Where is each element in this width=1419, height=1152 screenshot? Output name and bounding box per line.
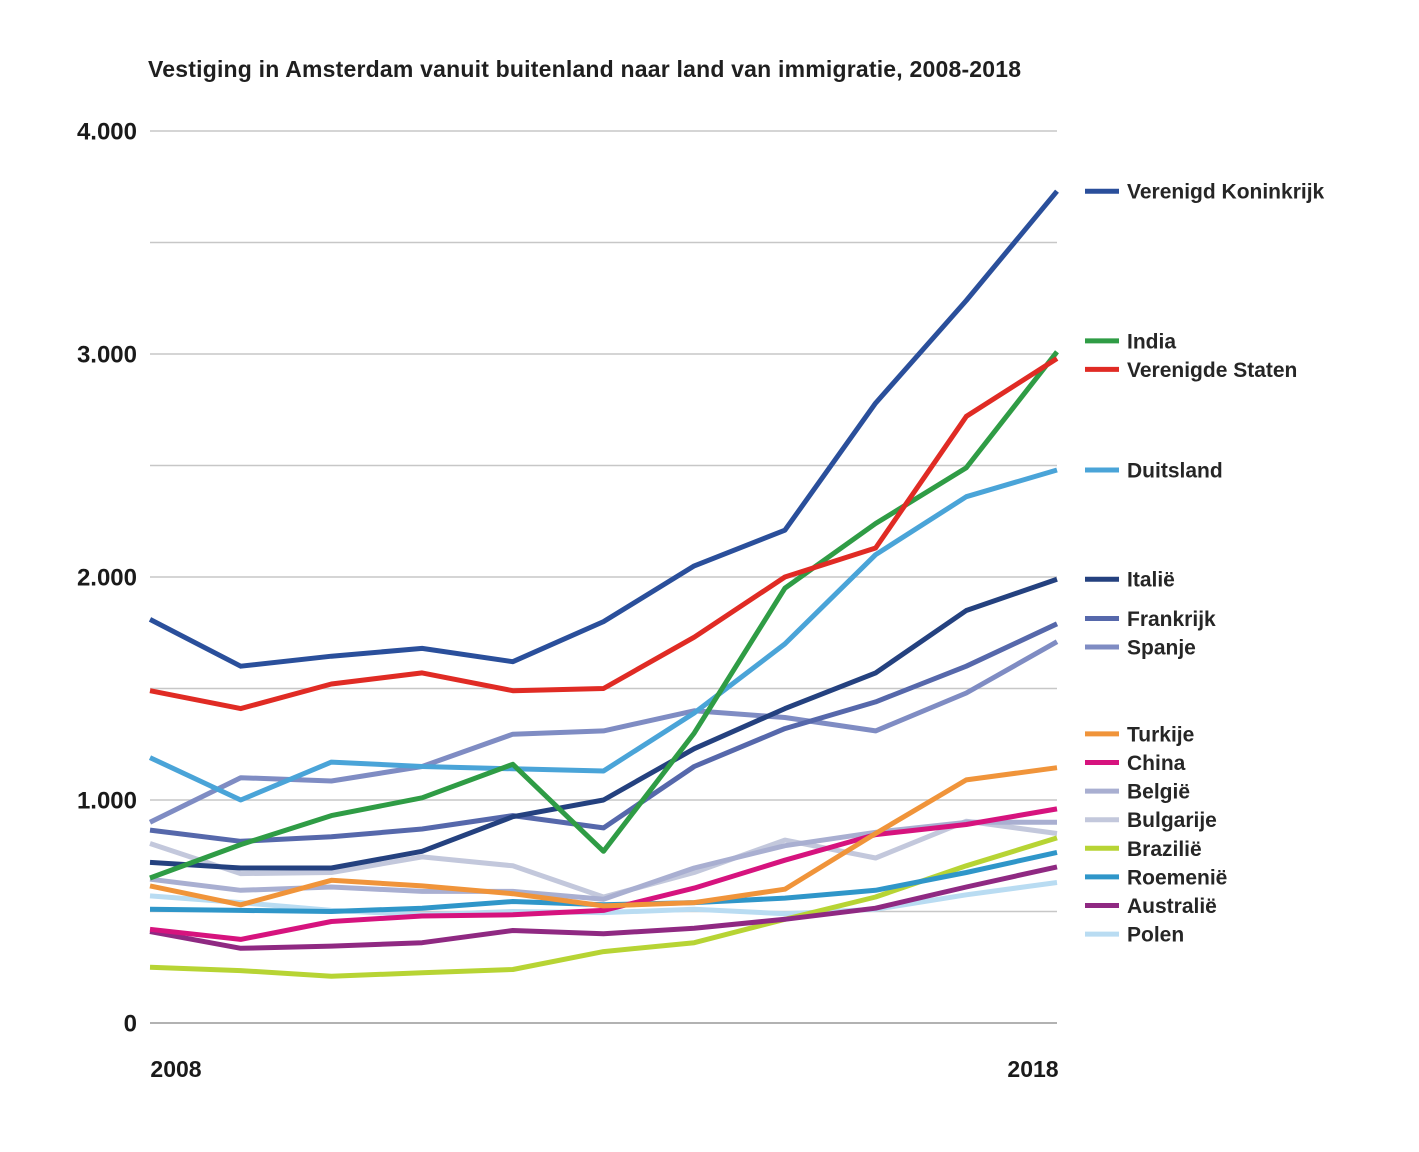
legend-item-india: India [1085,330,1176,353]
legend-label-turkije: Turkije [1127,723,1194,746]
legend-label-china: China [1127,752,1186,775]
y-axis-tick-3000: 3.000 [77,342,137,369]
legend-item-verenigde-staten: Verenigde Staten [1085,359,1297,382]
line-spanje [148,639,1059,825]
legend-label-australie: Australië [1127,895,1217,918]
line-duitsland [148,467,1058,803]
line-frankrijk [149,621,1059,844]
legend-label-bulgarije: Bulgarije [1127,809,1217,832]
line-turkije [149,765,1058,909]
legend-item-frankrijk: Frankrijk [1085,608,1216,631]
legend-label-polen: Polen [1127,924,1184,947]
line-china [149,806,1058,942]
x-axis-label-start: 2008 [150,1056,201,1082]
legend-item-brazilie: Brazilië [1085,838,1202,861]
legend-item-duitsland: Duitsland [1085,459,1223,482]
line-belgie [149,819,1057,902]
legend-label-belgie: België [1127,781,1190,804]
legend-label-brazilie: Brazilië [1127,838,1202,861]
legend-label-roemenie: Roemenië [1127,866,1227,889]
legend-label-verenigd-koninkrijk: Verenigd Koninkrijk [1127,181,1325,204]
legend-item-turkije: Turkije [1085,723,1194,746]
x-axis-label-end: 2018 [1007,1056,1058,1082]
legend-label-spanje: Spanje [1127,637,1196,660]
line-verenigd-koninkrijk [148,189,1059,669]
legend: Verenigd Koninkrijk India Verenigde Staten… [1085,181,1325,947]
y-axis-labels: 4.000 3.000 2.000 1.000 0 [77,119,137,1038]
y-axis-tick-1000: 1.000 [77,788,137,815]
y-axis-tick-2000: 2.000 [77,565,137,592]
line-australie [149,864,1058,951]
legend-label-duitsland: Duitsland [1127,459,1223,482]
legend-item-polen: Polen [1085,924,1184,947]
legend-label-india: India [1127,330,1176,353]
legend-item-china: China [1085,752,1186,775]
chart-title: Vestiging in Amsterdam vanuit buitenland… [148,56,1022,82]
legend-item-roemenie: Roemenië [1085,866,1227,889]
series-lines [148,189,1059,979]
legend-label-frankrijk: Frankrijk [1127,608,1216,631]
legend-item-australie: Australië [1085,895,1217,918]
y-axis-tick-4000: 4.000 [77,119,137,146]
line-verenigde-staten [149,356,1059,712]
legend-item-spanje: Spanje [1085,637,1196,660]
legend-item-belgie: België [1085,781,1190,804]
legend-label-italie: Italië [1127,569,1175,592]
line-italie [149,576,1058,871]
legend-item-verenigd-koninkrijk: Verenigd Koninkrijk [1085,181,1325,204]
legend-item-bulgarije: Bulgarije [1085,809,1217,832]
legend-item-italie: Italië [1085,569,1175,592]
y-axis-tick-0: 0 [124,1011,137,1038]
legend-label-verenigde-staten: Verenigde Staten [1127,359,1297,382]
